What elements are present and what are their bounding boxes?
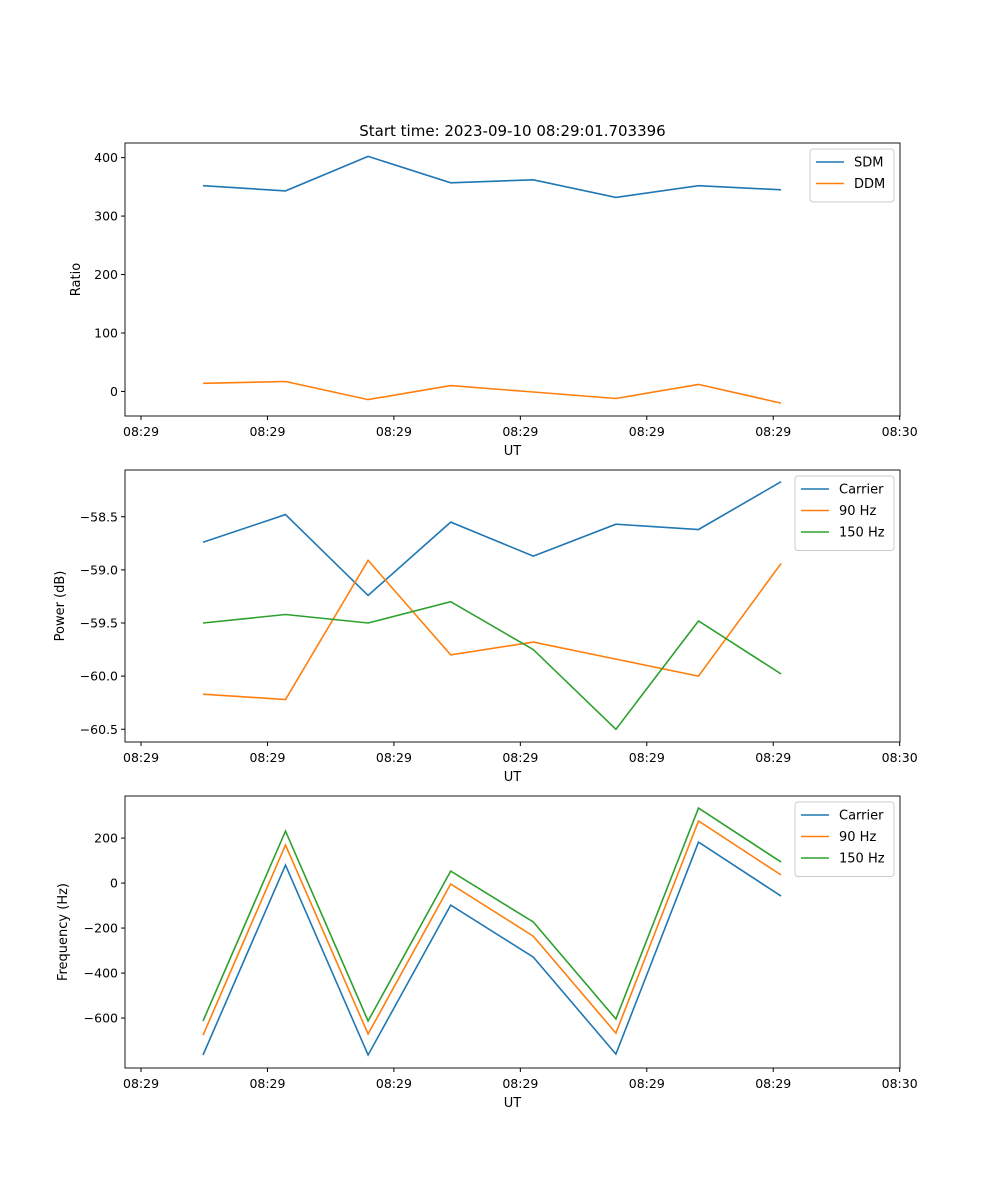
legend: Carrier 90 Hz 150 Hz	[794, 801, 895, 877]
x-axis-label: UT	[504, 770, 522, 785]
x-tick-label: 08:29	[502, 424, 538, 439]
x-tick-label: 08:29	[249, 750, 285, 765]
y-tick-label: 0	[110, 876, 118, 891]
y-tick-label: −58.5	[80, 509, 118, 524]
axes-frame	[124, 469, 901, 743]
legend: SDM DDM	[809, 148, 895, 203]
y-tick-label: −60.0	[80, 669, 118, 684]
y-tick-label: 200	[94, 831, 118, 846]
x-tick-label: 08:29	[376, 1076, 412, 1091]
x-tick-label: 08:30	[882, 1076, 918, 1091]
x-axis-label: UT	[504, 444, 522, 459]
x-tick-label: 08:29	[502, 750, 538, 765]
x-tick-label: 08:29	[249, 424, 285, 439]
legend-label: 150 Hz	[839, 526, 885, 541]
series-line-ddm	[202, 380, 782, 404]
legend-label: 90 Hz	[839, 504, 876, 519]
y-axis-label: Ratio	[69, 263, 84, 296]
series-line-sdm	[202, 155, 782, 199]
legend-label: Carrier	[839, 483, 884, 498]
y-tick-label: 100	[94, 325, 118, 340]
legend-label: Carrier	[839, 809, 884, 824]
x-tick-label: 08:29	[376, 424, 412, 439]
subplot-1: Start time: 2023-09-10 08:29:01.703396 08…	[69, 122, 918, 459]
axes-frame	[124, 795, 901, 1069]
axes-frame	[124, 142, 901, 417]
x-tick-label: 08:29	[629, 750, 665, 765]
y-tick-label: −200	[84, 921, 118, 936]
subplot-3: 08:29 08:29 08:29 08:29 08:29 08:29 08:30 200 0 −…	[56, 795, 918, 1111]
y-tick-label: −400	[84, 966, 118, 981]
x-tick-label: 08:29	[629, 424, 665, 439]
y-tick-label: −600	[84, 1011, 118, 1026]
legend-label: SDM	[854, 156, 883, 171]
series-line-carrier	[202, 840, 782, 1057]
legend-label: 150 Hz	[839, 852, 885, 867]
legend-label: DDM	[854, 177, 885, 192]
x-tick-label: 08:29	[123, 1076, 159, 1091]
x-tick-label: 08:30	[882, 424, 918, 439]
x-tick-label: 08:29	[502, 1076, 538, 1091]
y-tick-label: 400	[94, 150, 118, 165]
legend-label: 90 Hz	[839, 830, 876, 845]
x-tick-label: 08:29	[755, 424, 791, 439]
legend: Carrier 90 Hz 150 Hz	[794, 475, 895, 551]
series-line-150-hz	[202, 806, 782, 1023]
y-tick-label: −59.5	[80, 616, 118, 631]
subplot-2: 08:29 08:29 08:29 08:29 08:29 08:29 08:30 −58.5…	[53, 469, 918, 785]
y-tick-label: 0	[110, 384, 118, 399]
series-line-carrier	[202, 481, 782, 597]
y-tick-label: −60.5	[80, 722, 118, 737]
y-axis-label: Power (dB)	[53, 571, 68, 642]
series-line-150-hz	[202, 600, 782, 731]
series-line-90-hz	[202, 819, 782, 1036]
x-tick-label: 08:29	[755, 1076, 791, 1091]
x-tick-label: 08:29	[123, 750, 159, 765]
y-tick-label: −59.0	[80, 562, 118, 577]
x-axis-label: UT	[504, 1096, 522, 1111]
x-tick-label: 08:29	[249, 1076, 285, 1091]
x-tick-label: 08:29	[376, 750, 412, 765]
series-line-90-hz	[202, 558, 782, 701]
x-tick-label: 08:30	[882, 750, 918, 765]
y-tick-label: 200	[94, 267, 118, 282]
x-tick-label: 08:29	[123, 424, 159, 439]
chart-title: Start time: 2023-09-10 08:29:01.703396	[359, 122, 665, 140]
x-tick-label: 08:29	[629, 1076, 665, 1091]
y-axis-label: Frequency (Hz)	[56, 883, 71, 981]
y-tick-label: 300	[94, 209, 118, 224]
x-tick-label: 08:29	[755, 750, 791, 765]
